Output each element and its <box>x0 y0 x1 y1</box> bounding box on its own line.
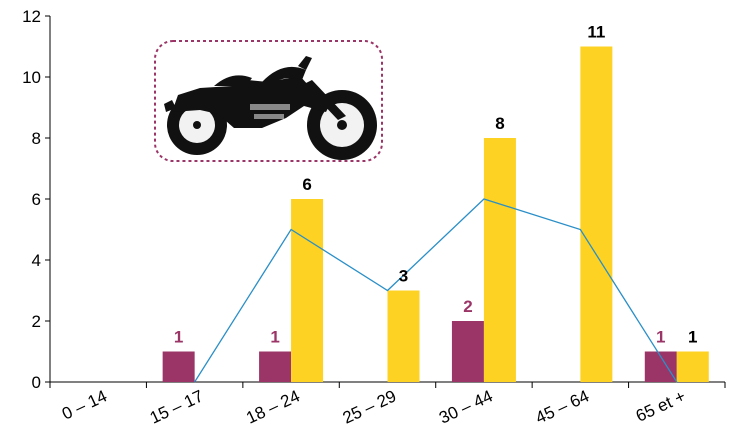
data-label-series-1: 1 <box>656 328 665 347</box>
y-tick-label: 8 <box>32 129 41 148</box>
x-tick-label: 0 – 14 <box>59 386 110 423</box>
data-label-series-1: 1 <box>174 328 183 347</box>
data-label-series-2: 3 <box>399 267 408 286</box>
chart-bars <box>162 46 709 382</box>
y-tick-label: 4 <box>32 251 41 270</box>
data-label-series-2: 1 <box>688 328 697 347</box>
y-tick-label: 12 <box>22 7 41 26</box>
y-tick-label: 2 <box>32 312 41 331</box>
x-tick-label: 65 et + <box>633 386 689 425</box>
y-tick-label: 10 <box>22 68 41 87</box>
x-tick-label: 25 – 29 <box>340 386 399 427</box>
chart-line-layer <box>194 198 678 383</box>
data-label-series-2: 11 <box>587 23 605 42</box>
data-label-series-2: 6 <box>302 175 311 194</box>
bar-series-2 <box>580 46 613 382</box>
x-tick-label: 45 – 64 <box>533 386 592 427</box>
bar-series-1 <box>451 321 484 382</box>
x-tick-label: 15 – 17 <box>147 386 206 427</box>
x-tick-label: 30 – 44 <box>436 386 495 427</box>
chart-axes <box>45 15 726 388</box>
line-series <box>194 198 678 383</box>
data-label-series-2: 8 <box>495 114 504 133</box>
bar-series-1 <box>162 351 195 382</box>
motorcycle-icon <box>164 56 377 160</box>
bar-series-2 <box>291 199 324 382</box>
y-tick-label: 0 <box>32 373 41 392</box>
x-tick-label: 18 – 24 <box>243 386 302 427</box>
y-tick-label: 6 <box>32 190 41 209</box>
bar-series-2 <box>387 290 420 382</box>
bar-series-1 <box>259 351 292 382</box>
data-label-series-1: 1 <box>270 328 279 347</box>
motorcycle-picture <box>154 40 383 162</box>
bar-series-2 <box>483 138 516 382</box>
data-label-series-1: 2 <box>463 297 472 316</box>
bar-series-2 <box>676 351 709 382</box>
